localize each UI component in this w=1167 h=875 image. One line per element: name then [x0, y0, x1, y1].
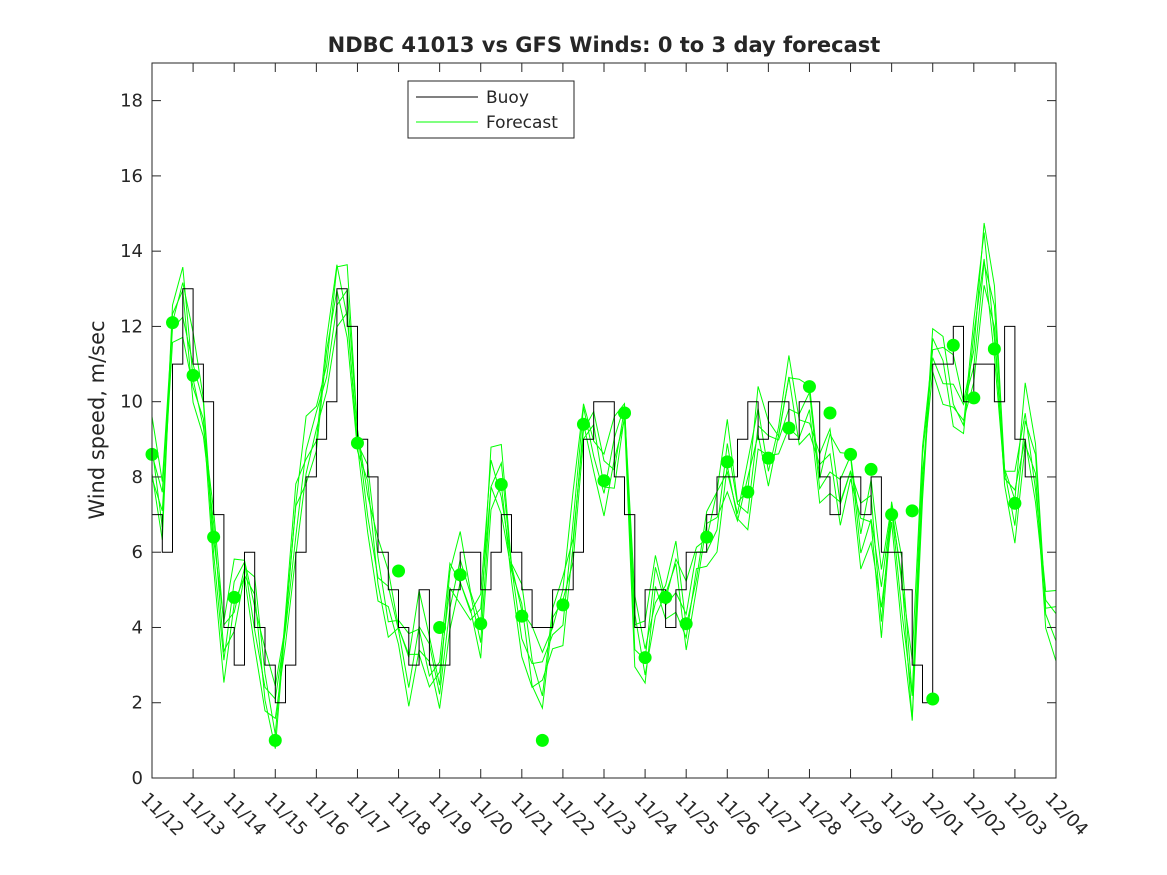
analysis-point [864, 462, 878, 476]
analysis-point [535, 733, 549, 747]
analysis-point [392, 564, 406, 578]
analysis-point [926, 692, 940, 706]
analysis-point [1008, 496, 1022, 510]
legend-box [407, 80, 575, 139]
y-tick-label: 0 [132, 768, 143, 789]
y-tick-label: 6 [132, 542, 143, 563]
analysis-point [453, 568, 467, 582]
analysis-point [597, 474, 611, 488]
analysis-point [515, 609, 529, 623]
analysis-point [946, 338, 960, 352]
analysis-point [885, 508, 899, 522]
analysis-point [802, 380, 816, 394]
analysis-point [741, 485, 755, 499]
y-tick-label: 2 [132, 693, 143, 714]
analysis-point [720, 455, 734, 469]
analysis-point [350, 436, 364, 450]
analysis-point [576, 417, 590, 431]
y-axis-label: Wind speed, m/sec [85, 320, 109, 519]
analysis-point [761, 451, 775, 465]
y-tick-label: 10 [120, 392, 143, 413]
y-tick-label: 8 [132, 467, 143, 488]
forecast-run-line [151, 262, 1057, 701]
plot-area [145, 62, 1057, 779]
analysis-point [474, 617, 488, 631]
analysis-point [638, 651, 652, 665]
y-tick-label: 4 [132, 617, 143, 638]
analysis-point [987, 342, 1001, 356]
y-tick-label: 12 [120, 316, 143, 337]
buoy-line [152, 288, 1036, 704]
analysis-point [700, 530, 714, 544]
analysis-point [679, 617, 693, 631]
forecast-run-line [151, 222, 1057, 687]
y-axis: 0 2 4 6 8 10 12 14 16 18 [120, 91, 1056, 789]
legend: Buoy Forecast [407, 80, 575, 139]
analysis-point [782, 421, 796, 435]
forecast-run-line [151, 285, 1057, 720]
y-tick-label: 14 [120, 241, 143, 262]
analysis-points [145, 316, 1022, 747]
analysis-point [905, 504, 919, 518]
analysis-point [967, 391, 981, 405]
analysis-point [618, 406, 632, 420]
buoy-series [152, 288, 1036, 704]
analysis-point [166, 316, 180, 330]
y-tick-label: 18 [120, 91, 143, 112]
plot-background [152, 63, 1056, 778]
analysis-point [268, 733, 282, 747]
analysis-point [433, 620, 447, 634]
analysis-point [494, 477, 508, 491]
forecast-run-line [151, 232, 1057, 735]
analysis-point [556, 598, 570, 612]
analysis-point [227, 590, 241, 604]
chart-title: NDBC 41013 vs GFS Winds: 0 to 3 day fore… [328, 33, 881, 57]
analysis-point [823, 406, 837, 420]
analysis-point [186, 368, 200, 382]
legend-forecast-label: Forecast [486, 113, 558, 133]
legend-buoy-label: Buoy [486, 88, 529, 108]
analysis-point [844, 447, 858, 461]
analysis-point [207, 530, 221, 544]
analysis-point [659, 590, 673, 604]
y-tick-label: 16 [120, 166, 143, 187]
